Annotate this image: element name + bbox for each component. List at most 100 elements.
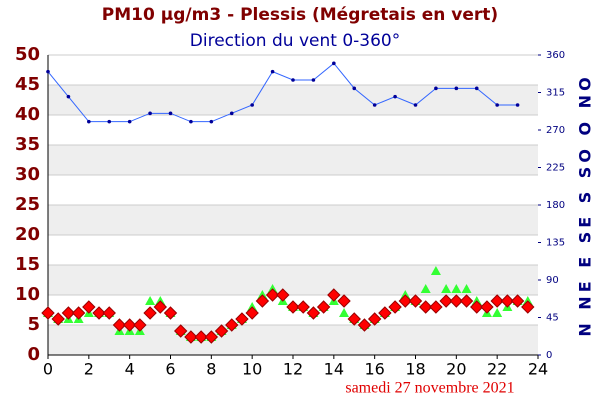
wind-point — [87, 119, 91, 124]
x-tick-label: 12 — [283, 360, 303, 379]
wind-point — [168, 111, 173, 116]
grid-band — [48, 145, 538, 175]
wind-point — [66, 94, 71, 99]
x-tick-label: 22 — [487, 360, 507, 379]
diamond-marker — [337, 294, 351, 308]
y2-tick-label: 225 — [546, 163, 565, 174]
wind-point — [46, 69, 50, 74]
diamond-marker — [500, 294, 515, 308]
y-tick-label: 40 — [15, 104, 40, 125]
wind-point — [148, 111, 152, 116]
y2-tick-label: 360 — [546, 50, 565, 61]
x-tick-label: 18 — [405, 360, 425, 379]
diamond-marker — [82, 300, 96, 314]
wind-point — [127, 119, 132, 124]
chart-subtitle: Direction du vent 0-360° — [190, 31, 400, 51]
x-tick-label: 8 — [206, 360, 216, 379]
y-tick-label: 45 — [15, 74, 40, 95]
triangle-marker — [451, 284, 462, 293]
diamond-marker — [306, 306, 321, 320]
y-tick-label: 10 — [15, 284, 40, 305]
wind-point — [515, 103, 520, 107]
wind-point — [413, 103, 418, 107]
y-tick-label: 0 — [27, 344, 40, 365]
diamond-marker — [92, 306, 106, 320]
chart-title: PM10 µg/m3 - Plessis (Mégretais en vert) — [102, 5, 498, 25]
wind-point — [393, 94, 397, 99]
diamond-marker — [143, 306, 157, 320]
y2-tick-label: 270 — [546, 125, 565, 136]
triangle-marker — [441, 284, 452, 293]
diamond-marker — [286, 300, 300, 314]
wind-point — [434, 86, 438, 91]
wind-point — [474, 86, 479, 91]
x-tick-label: 20 — [446, 360, 466, 379]
y-tick-label: 35 — [15, 134, 40, 155]
diamond-marker — [449, 294, 464, 308]
diamond-marker — [41, 306, 55, 320]
wind-point — [372, 103, 377, 107]
diamond-marker — [51, 312, 65, 326]
diamond-marker — [470, 300, 484, 314]
wind-point — [454, 86, 459, 91]
diamond-marker — [204, 330, 219, 344]
triangle-marker — [430, 266, 441, 275]
diamond-marker — [490, 294, 504, 308]
triangle-marker — [492, 308, 503, 317]
x-tick-label: 10 — [242, 360, 262, 379]
diamond-marker — [378, 306, 392, 320]
wind-point — [332, 61, 336, 66]
wind-point — [189, 119, 193, 124]
x-tick-label: 16 — [364, 360, 384, 379]
diamond-marker — [71, 306, 86, 320]
grid-band — [48, 205, 538, 235]
wind-point — [229, 111, 234, 116]
grid-band — [48, 85, 538, 115]
diamond-marker — [327, 288, 341, 302]
diamond-marker — [276, 288, 290, 302]
x-tick-label: 0 — [43, 360, 53, 379]
diamond-marker — [296, 300, 310, 314]
diamond-marker — [245, 306, 259, 320]
diamond-marker — [347, 312, 361, 326]
triangle-marker — [461, 284, 472, 293]
x-tick-label: 24 — [528, 360, 548, 379]
diamond-marker — [102, 306, 116, 320]
x-tick-label: 14 — [324, 360, 344, 379]
diamond-marker — [439, 294, 453, 308]
diamond-marker — [225, 318, 239, 332]
diamond-marker — [316, 300, 331, 314]
diamond-marker — [367, 312, 382, 326]
diamond-marker — [388, 300, 402, 314]
wind-point — [209, 119, 214, 124]
diamond-marker — [265, 288, 280, 302]
diamond-marker — [510, 294, 525, 308]
wind-point — [291, 78, 295, 82]
diamond-marker — [163, 306, 178, 320]
wind-point — [270, 69, 275, 74]
diamond-marker — [398, 294, 412, 308]
diamond-marker — [122, 318, 137, 332]
triangle-marker — [420, 284, 431, 293]
wind-point — [352, 86, 357, 91]
diamond-marker — [459, 294, 474, 308]
diamond-marker — [174, 324, 188, 338]
diamond-marker — [480, 300, 494, 314]
diamond-marker — [419, 300, 433, 314]
y2-tick-label: 180 — [546, 200, 565, 211]
diamond-marker — [153, 300, 167, 314]
diamond-marker — [357, 318, 372, 332]
diamond-marker — [255, 294, 270, 308]
triangle-marker — [145, 296, 156, 305]
diamond-marker — [429, 300, 443, 314]
y2-axis-label: N NE E SE S SO O NO — [576, 73, 595, 336]
diamond-marker — [408, 294, 423, 308]
x-tick-label: 4 — [125, 360, 135, 379]
wind-point — [311, 78, 316, 82]
y-tick-label: 50 — [15, 44, 40, 65]
diamond-marker — [184, 330, 198, 344]
y-tick-label: 30 — [15, 164, 40, 185]
x-tick-label: 6 — [165, 360, 175, 379]
y2-tick-label: 45 — [546, 313, 559, 324]
